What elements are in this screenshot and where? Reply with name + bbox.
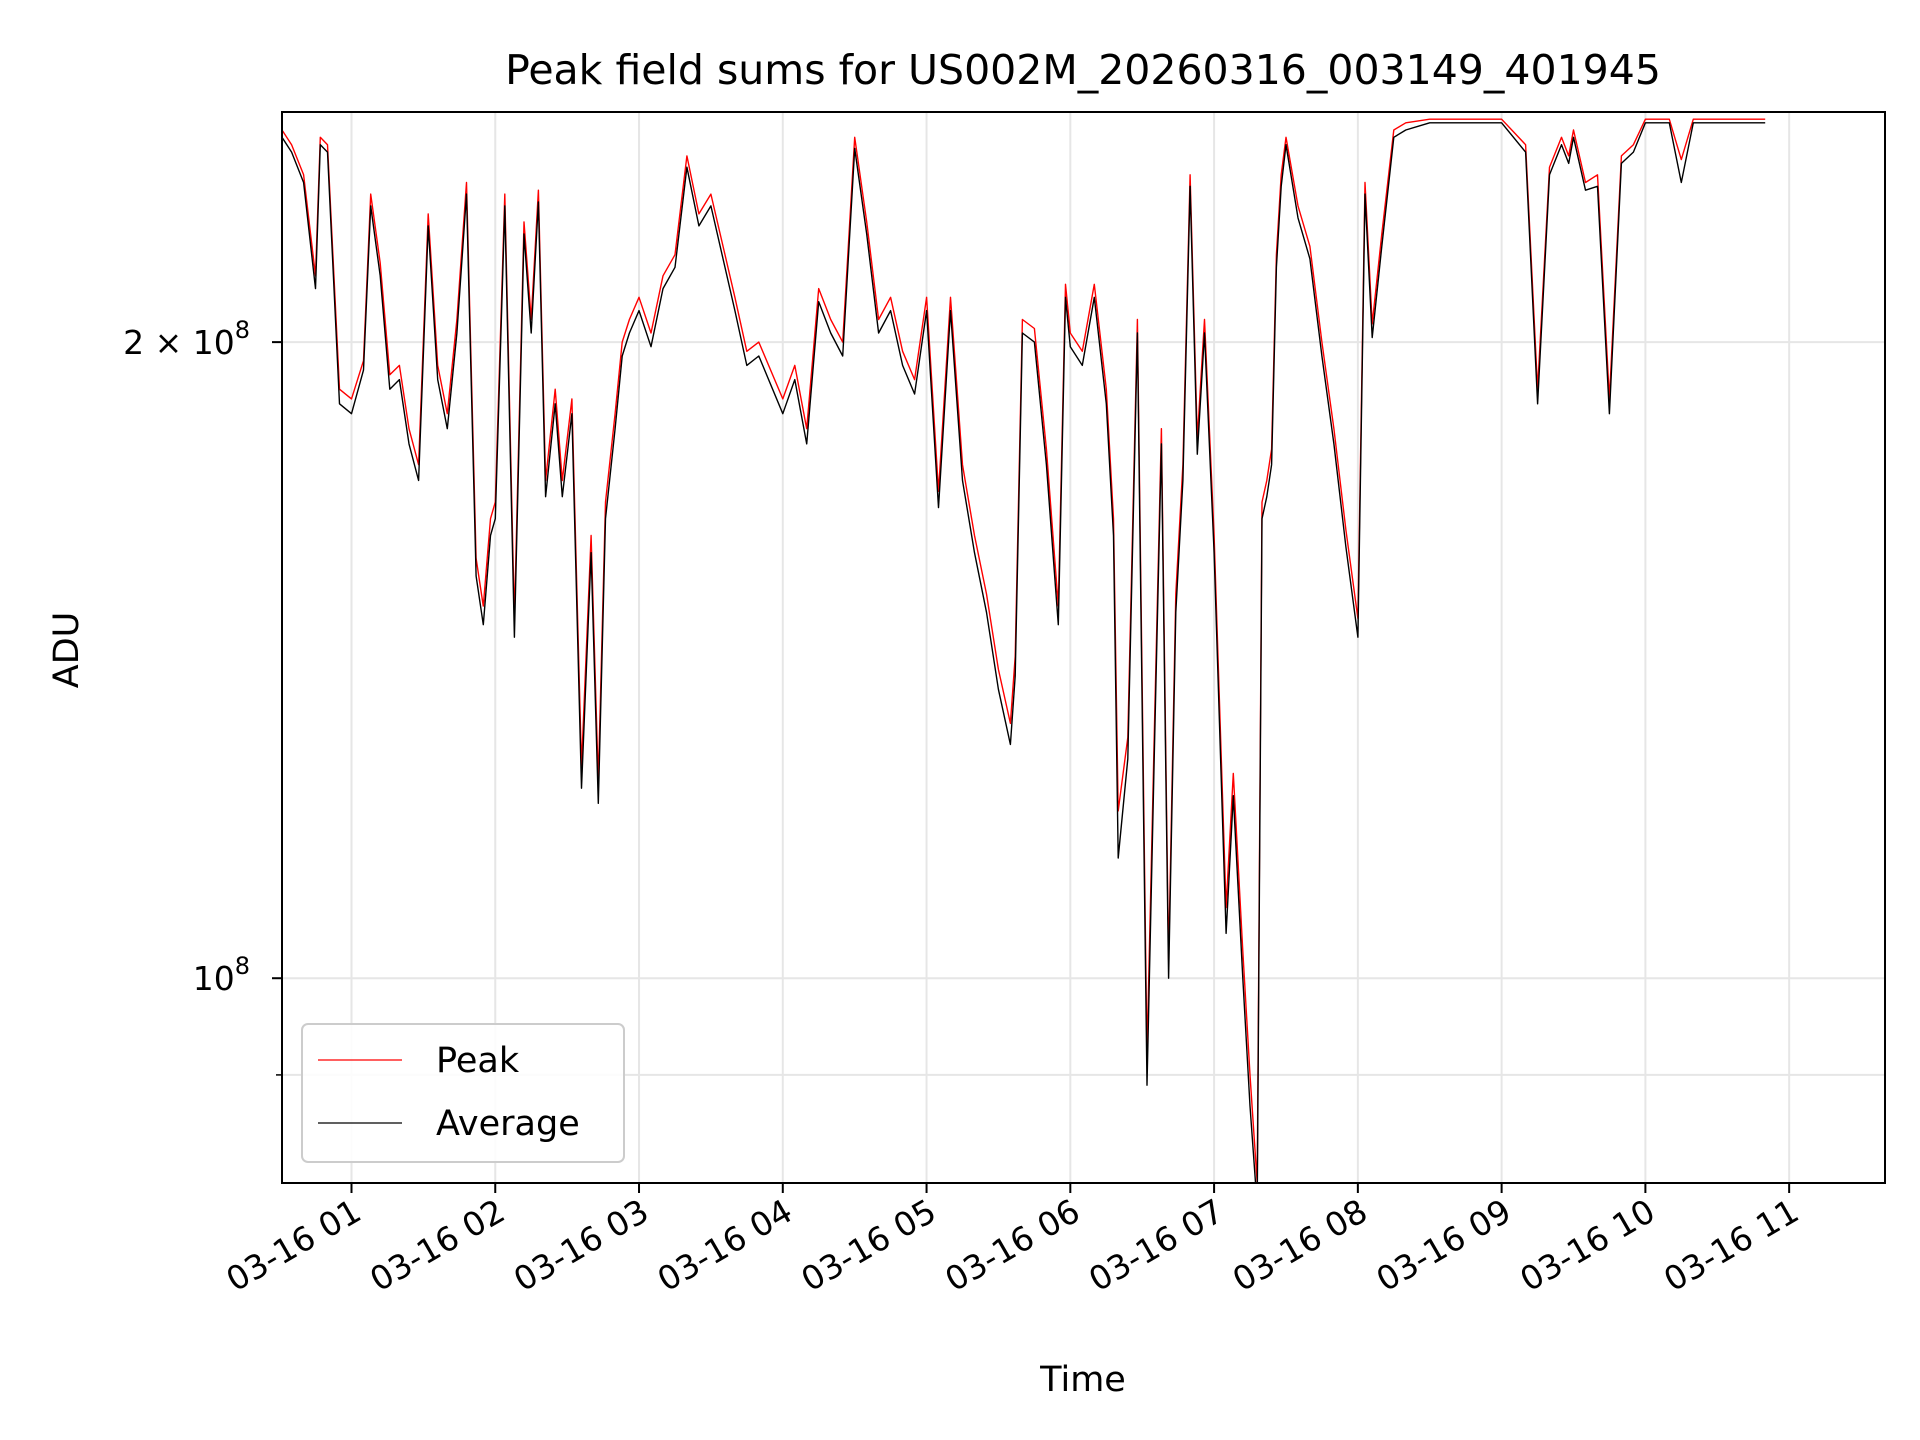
y-tick-label: 108 — [193, 952, 250, 998]
legend-label-average: Average — [436, 1104, 580, 1144]
y-tick-label: 2 × 108 — [123, 316, 250, 362]
plot-frame — [281, 111, 1886, 1184]
legend: Peak Average — [301, 1023, 625, 1163]
grid — [282, 112, 1885, 1183]
legend-box — [301, 1023, 625, 1163]
y-axis-label: ADU — [47, 612, 87, 689]
series-line-average — [282, 122, 1766, 1183]
legend-label-peak: Peak — [436, 1041, 520, 1081]
chart-title: Peak field sums for US002M_20260316_0031… — [505, 46, 1661, 94]
x-axis-label: Time — [1039, 1360, 1126, 1400]
series-layer — [282, 118, 1766, 1183]
